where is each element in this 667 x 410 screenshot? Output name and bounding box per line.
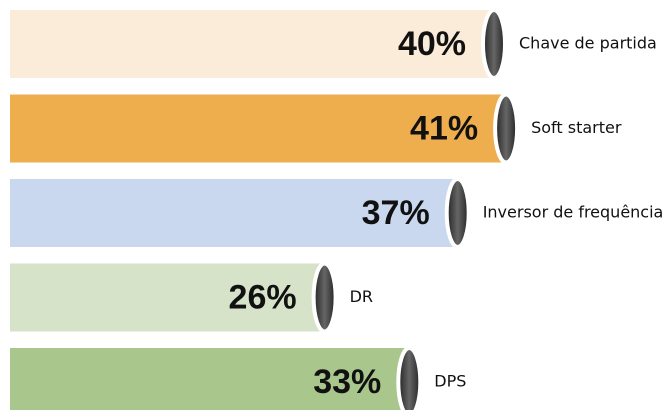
category-label: DR — [350, 287, 373, 306]
bar — [10, 10, 494, 78]
value-label: 26% — [229, 278, 297, 316]
value-label: 41% — [410, 109, 478, 147]
bar — [10, 348, 410, 410]
category-label: Chave de partida — [519, 34, 657, 53]
bar-cap — [481, 8, 507, 80]
bar-cap — [444, 177, 471, 249]
category-label: DPS — [434, 372, 466, 391]
value-label: 37% — [362, 194, 430, 232]
bar — [10, 179, 458, 247]
bar-cap — [493, 92, 520, 165]
bar-cap — [311, 261, 338, 334]
value-label: 40% — [398, 25, 466, 63]
category-label: Soft starter — [531, 118, 622, 137]
bar — [10, 94, 507, 163]
category-label: Inversor de frequência — [483, 203, 664, 222]
value-label: 33% — [313, 363, 381, 401]
bar-cap — [396, 346, 423, 410]
bar — [10, 263, 325, 332]
